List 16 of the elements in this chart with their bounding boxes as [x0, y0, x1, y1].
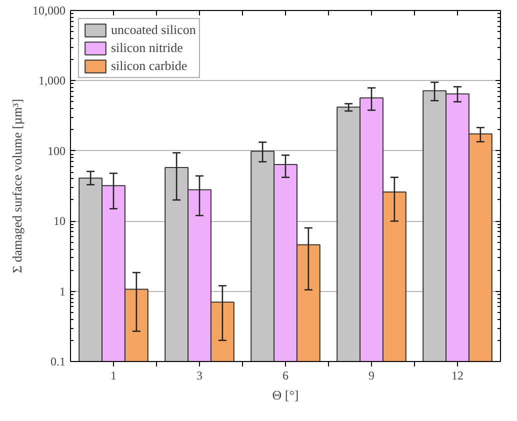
x-tick-label: 3: [196, 368, 202, 382]
x-tick-label: 1: [110, 368, 116, 382]
legend-label: uncoated silicon: [111, 22, 196, 38]
y-tick-label: 100: [48, 144, 66, 158]
x-tick-label: 12: [452, 368, 464, 382]
x-tick-label: 9: [368, 368, 374, 382]
y-axis-title: Σ damaged surface volume [µm³]: [10, 98, 24, 274]
x-axis-title: Θ [°]: [272, 388, 299, 402]
y-tick-label: 0.1: [50, 354, 66, 368]
y-tick-label: 10: [54, 214, 66, 228]
y-tick-label: 1: [60, 284, 66, 298]
y-tick-label: 10,000: [32, 4, 66, 18]
legend-label: silicon carbide: [111, 58, 188, 74]
x-tick-label: 6: [282, 368, 288, 382]
y-tick-label: 1,000: [38, 74, 66, 88]
legend-label: silicon nitride: [111, 40, 183, 56]
